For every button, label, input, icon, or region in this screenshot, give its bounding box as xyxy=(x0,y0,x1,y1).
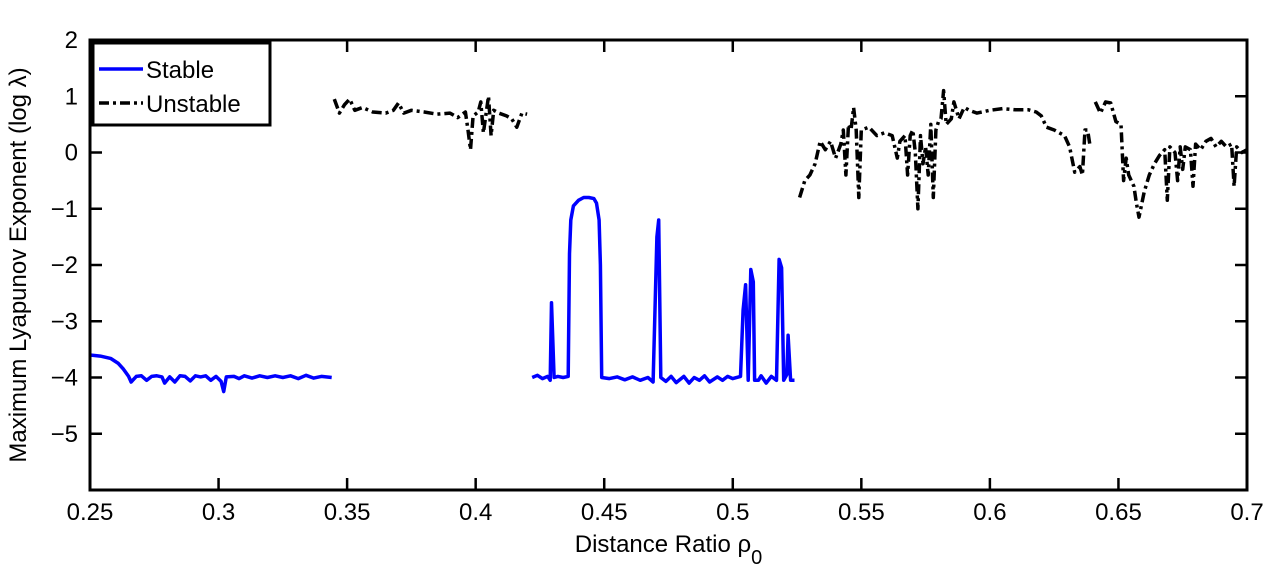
legend-stable-label: Stable xyxy=(146,57,214,84)
y-tick-label-7: 2 xyxy=(65,27,78,54)
y-tick-label-3: −2 xyxy=(51,252,78,279)
legend-unstable-label: Unstable xyxy=(146,91,241,118)
x-tick-label-1: 0.3 xyxy=(202,499,235,526)
x-tick-label-5: 0.5 xyxy=(716,499,749,526)
x-tick-label-2: 0.35 xyxy=(324,499,371,526)
series-unstable-line-2 xyxy=(1093,100,1247,219)
x-tick-label-9: 0.7 xyxy=(1230,499,1263,526)
y-tick-label-5: 0 xyxy=(65,140,78,167)
ticks-layer: 0.25 0.3 0.35 0.4 0.45 0.5 0.55 0.6 0.65 0.7 −5 −4 −… xyxy=(51,27,1264,526)
x-tick-label-8: 0.65 xyxy=(1095,499,1142,526)
legend: Stable Unstable xyxy=(91,41,272,127)
series-stable-line-1 xyxy=(531,195,795,385)
series-stable-line-0 xyxy=(90,353,332,394)
x-tick-label-4: 0.45 xyxy=(581,499,628,526)
y-tick-label-4: −1 xyxy=(51,196,78,223)
x-axis-label: Distance Ratio ρ0 xyxy=(575,531,763,569)
x-tick-label-0: 0.25 xyxy=(67,499,114,526)
x-tick-label-3: 0.4 xyxy=(459,499,492,526)
y-axis-label: Maximum Lyapunov Exponent (log λ) xyxy=(5,67,32,462)
series-unstable-line-1 xyxy=(797,88,1092,211)
series-layer xyxy=(90,88,1247,394)
x-tick-label-6: 0.55 xyxy=(838,499,885,526)
y-tick-label-1: −4 xyxy=(51,365,78,392)
y-tick-label-2: −3 xyxy=(51,308,78,335)
y-tick-label-0: −5 xyxy=(51,421,78,448)
legend-box xyxy=(91,41,272,127)
y-tick-label-6: 1 xyxy=(65,83,78,110)
x-tick-label-7: 0.6 xyxy=(973,499,1006,526)
